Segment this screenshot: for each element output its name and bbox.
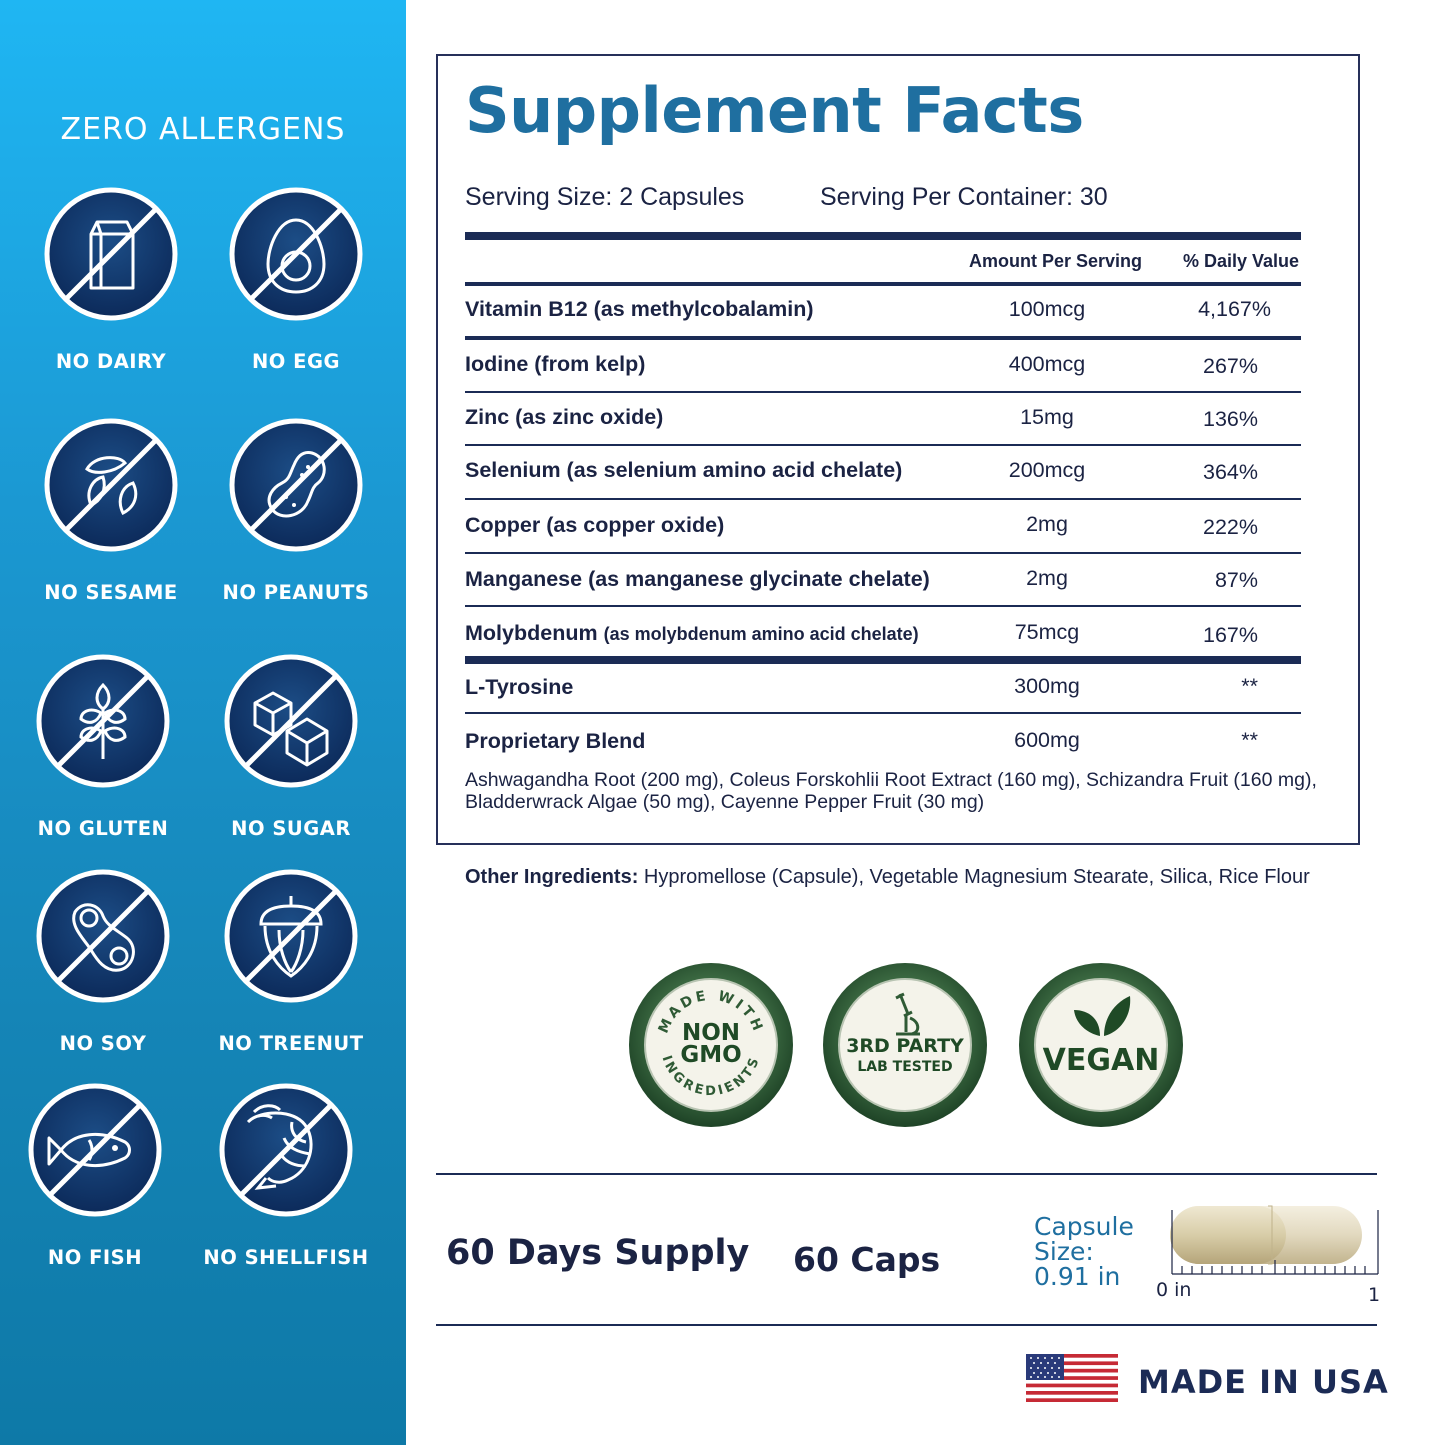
serving-size: Serving Size: 2 Capsules bbox=[465, 183, 745, 211]
nutrient-name: Manganese (as manganese glycinate chelat… bbox=[465, 567, 930, 591]
nutrient-amount: 75mcg bbox=[1014, 620, 1080, 644]
leaves-icon bbox=[1074, 996, 1131, 1036]
nutrient-name: Copper (as copper oxide) bbox=[465, 513, 725, 537]
allergen-no-egg: NO EGG bbox=[211, 186, 381, 373]
nutrient-daily-value: 4,167% bbox=[1198, 297, 1271, 321]
footer-top-rule bbox=[436, 1173, 1377, 1175]
allergen-no-sesame: NO SESAME bbox=[26, 417, 196, 604]
nutrient-amount: 200mcg bbox=[1008, 458, 1086, 482]
capsule-size-line2: Size: bbox=[1034, 1237, 1094, 1266]
nutrient-amount: 100mcg bbox=[1008, 297, 1086, 321]
allergen-no-soy: NO SOY bbox=[18, 868, 188, 1055]
days-supply: 60 Days Supply bbox=[446, 1233, 750, 1273]
nutrient-daily-value: 267% bbox=[1203, 354, 1258, 378]
nutrient-amount: 15mg bbox=[1020, 405, 1074, 429]
row-divider bbox=[465, 498, 1301, 500]
nutrient-name: Selenium (as selenium amino acid chelate… bbox=[465, 458, 903, 482]
supplement-facts-panel bbox=[436, 54, 1360, 845]
nutrient-daily-value: 222% bbox=[1203, 515, 1258, 539]
seal-lab-tested: LAB TESTED bbox=[857, 1059, 952, 1075]
column-daily-value-header: % Daily Value bbox=[1183, 251, 1300, 271]
allergen-no-treenut: NO TREENUT bbox=[206, 868, 376, 1055]
header-rule bbox=[465, 232, 1301, 240]
seal-gmo: GMO bbox=[680, 1042, 741, 1068]
nutrient-name: Vitamin B12 (as methylcobalamin) bbox=[465, 297, 814, 321]
footer-bottom-rule bbox=[436, 1324, 1377, 1326]
nutrient-amount: 400mcg bbox=[1008, 352, 1086, 376]
section-rule bbox=[465, 656, 1301, 664]
other-ingredients-label: Other Ingredients: bbox=[465, 866, 639, 888]
row-divider bbox=[465, 605, 1301, 607]
capsule-image bbox=[1170, 1205, 1362, 1265]
nutrient-name: Proprietary Blend bbox=[465, 729, 646, 753]
allergen-no-gluten: NO GLUTEN bbox=[18, 653, 188, 840]
nutrient-daily-value: 87% bbox=[1214, 568, 1258, 592]
row-divider bbox=[465, 712, 1301, 714]
wheat-icon bbox=[36, 654, 170, 788]
sugar-cube-icon bbox=[224, 654, 358, 788]
seal-third-party: 3RD PARTY bbox=[846, 1035, 964, 1057]
nutrient-daily-value: ** bbox=[1241, 674, 1258, 698]
row-divider bbox=[465, 552, 1301, 554]
nutrient-daily-value: 364% bbox=[1203, 460, 1258, 484]
row-divider bbox=[465, 391, 1301, 393]
fish-icon bbox=[28, 1083, 162, 1217]
nutrient-name-main: Molybdenum bbox=[465, 621, 598, 645]
column-header-rule bbox=[465, 282, 1301, 286]
nutrient-amount: 300mg bbox=[1014, 674, 1080, 698]
nutrient-daily-value: 167% bbox=[1203, 623, 1258, 647]
allergen-no-shellfish: NO SHELLFISH bbox=[201, 1082, 371, 1269]
shrimp-icon bbox=[219, 1083, 353, 1217]
us-flag-icon bbox=[1026, 1354, 1118, 1402]
capsule-size: Capsule Size: 0.91 in bbox=[1034, 1214, 1134, 1289]
facts-title: Supplement Facts bbox=[465, 74, 1084, 147]
nutrient-amount: 2mg bbox=[1026, 512, 1068, 536]
capsule-size-line3: 0.91 in bbox=[1034, 1262, 1121, 1291]
allergen-no-dairy: NO DAIRY bbox=[26, 186, 196, 373]
servings-per-container: Serving Per Container: 30 bbox=[820, 183, 1108, 211]
zero-allergens-title: ZERO ALLERGENS bbox=[60, 112, 346, 147]
non-gmo-seal-icon: MADE WITH NON GMO INGREDIENTS bbox=[629, 963, 793, 1127]
peanut-icon bbox=[229, 418, 363, 552]
microscope-icon bbox=[895, 992, 920, 1036]
other-ingredients-text: Hypromellose (Capsule), Vegetable Magnes… bbox=[638, 866, 1310, 888]
nutrient-name: Molybdenum (as molybdenum amino acid che… bbox=[465, 621, 919, 646]
ruler-end-label: 1 bbox=[1368, 1284, 1381, 1306]
capsule-ruler bbox=[1170, 1205, 1379, 1275]
vegan-seal-icon: VEGAN bbox=[1019, 963, 1183, 1127]
allergen-no-fish: NO FISH bbox=[10, 1082, 180, 1269]
blend-ingredients: Ashwagandha Root (200 mg), Coleus Forsko… bbox=[465, 769, 1317, 813]
nutrient-amount: 2mg bbox=[1026, 566, 1068, 590]
seal-non: NON bbox=[682, 1020, 740, 1046]
ruler-ticks bbox=[1171, 1210, 1379, 1275]
seal-vegan-text: VEGAN bbox=[1043, 1043, 1160, 1078]
nutrient-daily-value: 136% bbox=[1203, 407, 1258, 431]
nutrient-daily-value: ** bbox=[1241, 728, 1258, 752]
column-amount-header: Amount Per Serving bbox=[969, 251, 1143, 271]
ruler-start-label: 0 in bbox=[1156, 1279, 1192, 1301]
sesame-icon bbox=[44, 418, 178, 552]
nutrient-name-detail: (as molybdenum amino acid chelate) bbox=[603, 624, 919, 644]
lab-tested-seal-icon: 3RD PARTY LAB TESTED bbox=[823, 963, 987, 1127]
nutrient-name: Iodine (from kelp) bbox=[465, 352, 646, 376]
milk-carton-icon bbox=[44, 187, 178, 321]
capsule-count: 60 Caps bbox=[793, 1240, 941, 1279]
allergen-no-sugar: NO SUGAR bbox=[206, 653, 376, 840]
nutrient-amount: 600mg bbox=[1014, 728, 1080, 752]
made-in-usa: MADE IN USA bbox=[1138, 1363, 1389, 1401]
row-divider bbox=[465, 336, 1301, 340]
soybean-icon bbox=[36, 869, 170, 1003]
allergen-no-peanuts: NO PEANUTS bbox=[211, 417, 381, 604]
nutrient-name: Zinc (as zinc oxide) bbox=[465, 405, 664, 429]
other-ingredients: Other Ingredients: Hypromellose (Capsule… bbox=[465, 866, 1310, 889]
egg-icon bbox=[229, 187, 363, 321]
row-divider bbox=[465, 444, 1301, 446]
nutrient-name: L-Tyrosine bbox=[465, 675, 574, 699]
capsule-size-line1: Capsule bbox=[1034, 1212, 1134, 1241]
acorn-icon bbox=[224, 869, 358, 1003]
allergen-sidebar: ZERO ALLERGENS NO DAIRY NO EGG bbox=[0, 0, 406, 1445]
